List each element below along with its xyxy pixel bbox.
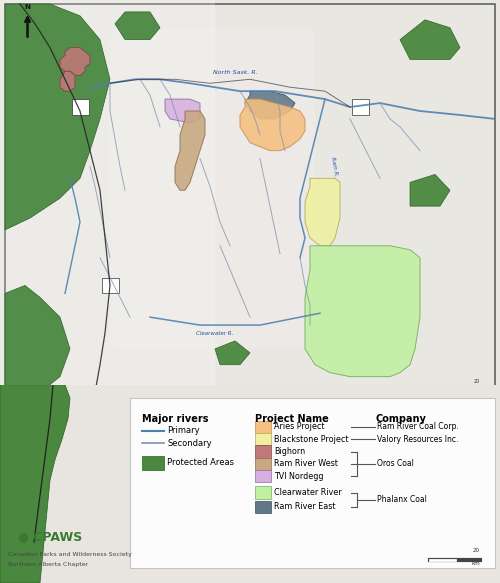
Polygon shape bbox=[175, 111, 205, 190]
Text: Project Name: Project Name bbox=[255, 413, 329, 423]
Bar bbox=[255, 445, 271, 458]
Text: Ram River West: Ram River West bbox=[274, 459, 338, 468]
FancyBboxPatch shape bbox=[102, 278, 118, 293]
Text: km: km bbox=[471, 560, 480, 566]
Text: Oros Coal: Oros Coal bbox=[377, 459, 414, 468]
FancyBboxPatch shape bbox=[0, 0, 215, 408]
Text: 20: 20 bbox=[474, 378, 480, 384]
Text: Secondary: Secondary bbox=[167, 439, 212, 448]
FancyBboxPatch shape bbox=[352, 99, 368, 115]
Polygon shape bbox=[0, 385, 70, 583]
Text: Phalanx Coal: Phalanx Coal bbox=[377, 496, 427, 504]
Polygon shape bbox=[215, 341, 250, 365]
Text: Clearwater R.: Clearwater R. bbox=[196, 331, 234, 336]
Polygon shape bbox=[245, 91, 295, 119]
Text: Primary: Primary bbox=[167, 427, 200, 436]
Polygon shape bbox=[5, 4, 110, 230]
Text: Blackstone Project: Blackstone Project bbox=[274, 435, 348, 444]
Text: Ram River East: Ram River East bbox=[274, 503, 336, 511]
Text: North Sask. R.: North Sask. R. bbox=[212, 71, 258, 75]
Bar bbox=[255, 470, 271, 482]
Text: N: N bbox=[24, 4, 30, 10]
Text: Canadian Parks and Wilderness Society: Canadian Parks and Wilderness Society bbox=[8, 552, 132, 557]
Polygon shape bbox=[165, 99, 200, 123]
FancyBboxPatch shape bbox=[130, 398, 495, 568]
Polygon shape bbox=[400, 20, 460, 59]
Polygon shape bbox=[305, 178, 340, 246]
Polygon shape bbox=[305, 246, 420, 377]
FancyBboxPatch shape bbox=[210, 0, 500, 408]
Text: Valory Resources Inc.: Valory Resources Inc. bbox=[377, 435, 458, 444]
Bar bbox=[255, 486, 271, 499]
Bar bbox=[142, 456, 164, 470]
Text: Ram River Coal Corp.: Ram River Coal Corp. bbox=[377, 423, 459, 431]
Polygon shape bbox=[410, 174, 450, 206]
Polygon shape bbox=[60, 48, 90, 75]
Polygon shape bbox=[115, 12, 160, 40]
Text: Bighorn: Bighorn bbox=[274, 447, 305, 456]
Bar bbox=[255, 458, 271, 470]
Polygon shape bbox=[60, 71, 75, 91]
Text: Ram R.: Ram R. bbox=[330, 156, 338, 177]
FancyBboxPatch shape bbox=[110, 28, 315, 349]
Text: TVI Nordegg: TVI Nordegg bbox=[274, 472, 324, 481]
Text: 20: 20 bbox=[473, 548, 480, 553]
Text: Aries Project: Aries Project bbox=[274, 423, 324, 431]
Text: Major rivers: Major rivers bbox=[142, 413, 208, 423]
Bar bbox=[255, 501, 271, 513]
Text: Company: Company bbox=[375, 413, 426, 423]
Bar bbox=[255, 421, 271, 433]
FancyBboxPatch shape bbox=[72, 99, 88, 115]
Text: Clearwater River: Clearwater River bbox=[274, 488, 342, 497]
Text: ● CPAWS: ● CPAWS bbox=[18, 531, 82, 543]
Polygon shape bbox=[5, 286, 70, 392]
Text: Northern Alberta Chapter: Northern Alberta Chapter bbox=[8, 562, 88, 567]
Text: Protected Areas: Protected Areas bbox=[167, 458, 234, 468]
Text: km: km bbox=[472, 387, 480, 392]
Bar bbox=[255, 433, 271, 445]
Polygon shape bbox=[240, 99, 305, 150]
